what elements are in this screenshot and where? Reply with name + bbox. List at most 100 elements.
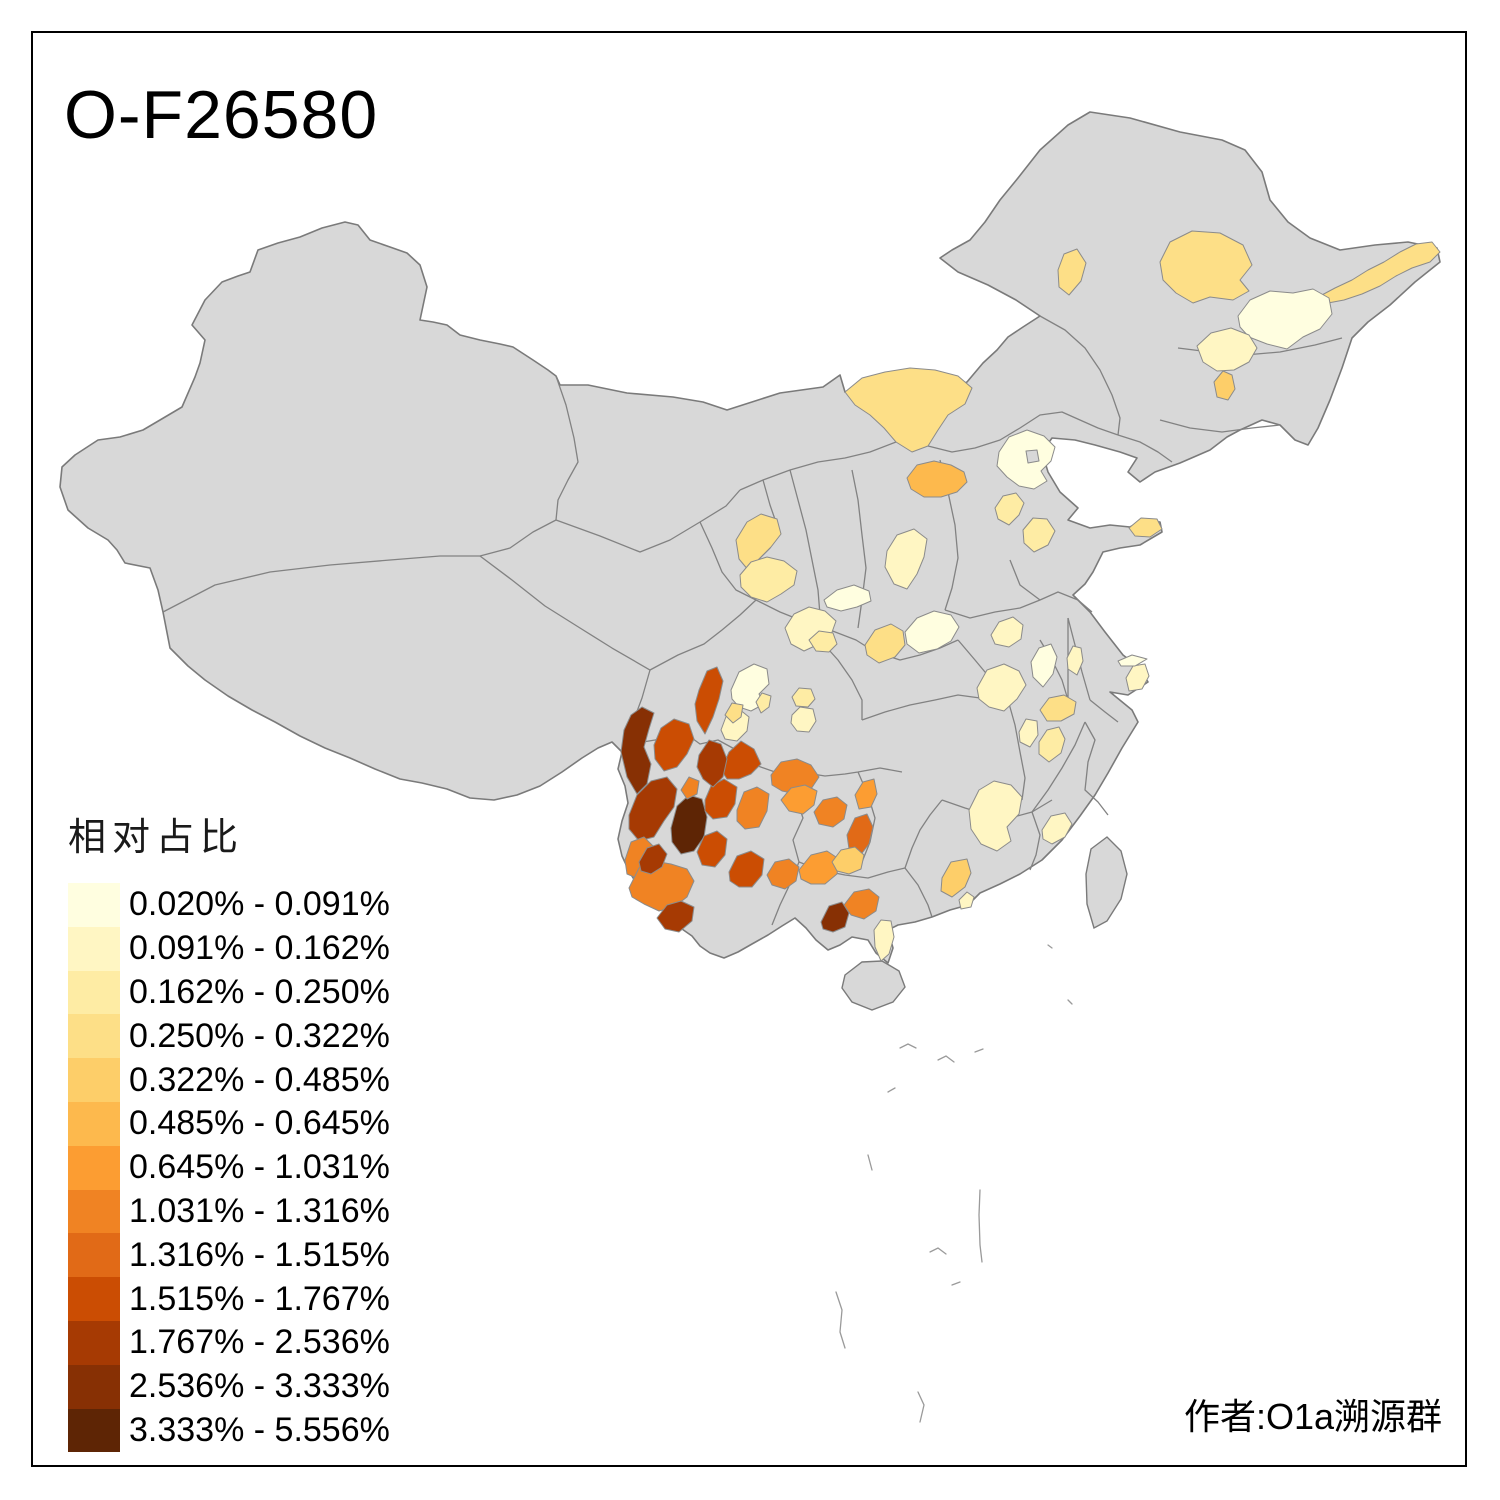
legend-swatch xyxy=(68,1145,120,1190)
prefecture-regions xyxy=(620,230,1441,962)
map-region xyxy=(680,776,700,800)
map-region xyxy=(844,367,973,453)
legend-row: 3.333% - 5.556% xyxy=(68,1408,390,1453)
legend-swatch xyxy=(68,1189,120,1234)
map-region xyxy=(656,900,695,933)
legend-swatch xyxy=(68,1233,120,1278)
map-region xyxy=(791,687,816,708)
map-region xyxy=(1038,726,1066,763)
map-region xyxy=(940,858,972,898)
legend-row: 0.322% - 0.485% xyxy=(68,1058,390,1102)
legend-swatch xyxy=(68,1277,120,1321)
map-region xyxy=(653,718,695,772)
map-region xyxy=(1128,517,1163,538)
map-region xyxy=(780,784,818,815)
south-china-sea-islands xyxy=(835,944,1073,1423)
taiwan-island xyxy=(1085,836,1128,930)
map-region xyxy=(996,429,1056,490)
map-region xyxy=(724,702,744,724)
legend-label: 0.645% - 1.031% xyxy=(129,1148,390,1187)
legend-swatch xyxy=(68,1364,120,1409)
legend-swatch xyxy=(68,1408,120,1453)
map-region xyxy=(1117,654,1148,667)
legend-row: 0.645% - 1.031% xyxy=(68,1145,390,1190)
legend-label: 3.333% - 5.556% xyxy=(129,1410,390,1449)
legend-swatch xyxy=(68,970,120,1015)
legend-row: 0.250% - 0.322% xyxy=(68,1014,390,1059)
legend-swatch xyxy=(68,1014,120,1059)
legend-row: 0.091% - 0.162% xyxy=(68,926,390,971)
legend-label: 1.767% - 2.536% xyxy=(129,1323,390,1362)
legend-label: 0.020% - 0.091% xyxy=(129,885,390,924)
map-region xyxy=(1018,718,1039,748)
attribution: 作者:O1a溯源群 xyxy=(1183,1396,1442,1437)
map-region xyxy=(813,796,848,828)
map-region xyxy=(958,891,975,910)
map-region xyxy=(1066,645,1084,676)
map-region xyxy=(990,616,1024,648)
legend-rows: 0.020% - 0.091% 0.091% - 0.162% 0.162% - 0… xyxy=(68,883,390,1453)
legend-row: 2.536% - 3.333% xyxy=(68,1364,390,1409)
map-region xyxy=(694,666,724,735)
map-region xyxy=(831,846,865,875)
map-region xyxy=(904,610,960,654)
map-region xyxy=(976,663,1027,712)
legend-label: 1.316% - 1.515% xyxy=(129,1235,390,1274)
map-region xyxy=(1319,241,1441,304)
map-region xyxy=(1213,370,1236,401)
map-region xyxy=(1057,248,1087,296)
map-region xyxy=(735,513,782,572)
map-region xyxy=(968,780,1023,852)
map-region xyxy=(720,740,762,780)
map-region xyxy=(1039,694,1077,722)
legend-label: 1.031% - 1.316% xyxy=(129,1191,390,1230)
plot-title: O-F26580 xyxy=(64,77,379,153)
map-region xyxy=(638,843,668,875)
map-region xyxy=(843,888,880,920)
legend-swatch xyxy=(68,1101,120,1146)
legend: 相对占比 0.020% - 0.091% 0.091% - 0.162% 0.162… xyxy=(68,806,390,1453)
legend-label: 0.091% - 0.162% xyxy=(129,929,390,968)
legend-label: 0.162% - 0.250% xyxy=(129,972,390,1011)
map-region xyxy=(790,706,817,733)
legend-swatch xyxy=(68,926,120,971)
map-region xyxy=(906,460,968,498)
map-region xyxy=(1196,327,1258,372)
legend-row: 1.316% - 1.515% xyxy=(68,1233,390,1278)
map-region xyxy=(766,858,800,890)
map-region xyxy=(739,556,798,603)
map-region xyxy=(808,630,838,653)
map-region xyxy=(1022,517,1056,553)
legend-row: 1.767% - 2.536% xyxy=(68,1320,390,1365)
map-region xyxy=(873,919,895,962)
legend-row: 1.031% - 1.316% xyxy=(68,1189,390,1234)
map-region xyxy=(770,758,820,795)
map-region xyxy=(820,901,850,933)
legend-label: 0.250% - 0.322% xyxy=(129,1016,390,1055)
map-region xyxy=(670,794,708,855)
legend-label: 2.536% - 3.333% xyxy=(129,1367,390,1406)
map-region xyxy=(696,739,728,788)
map-region xyxy=(823,584,872,612)
map-region xyxy=(1030,643,1058,688)
map-region xyxy=(1159,230,1253,304)
map-region xyxy=(1237,288,1333,350)
map-region xyxy=(854,778,878,810)
hainan-island xyxy=(841,960,906,1011)
legend-swatch xyxy=(68,1320,120,1365)
map-region xyxy=(628,776,678,842)
map-region xyxy=(728,850,765,888)
map-region xyxy=(1041,812,1073,845)
map-region xyxy=(1025,449,1040,464)
legend-title: 相对占比 xyxy=(68,817,245,859)
map-region xyxy=(736,786,770,830)
map-region xyxy=(696,830,728,868)
map-region xyxy=(864,623,906,664)
map-region xyxy=(798,850,840,885)
province-borders xyxy=(162,315,1343,926)
map-region xyxy=(755,692,772,714)
legend-row: 0.485% - 0.645% xyxy=(68,1101,390,1146)
legend-row: 0.162% - 0.250% xyxy=(68,970,390,1015)
legend-swatch xyxy=(68,883,120,927)
